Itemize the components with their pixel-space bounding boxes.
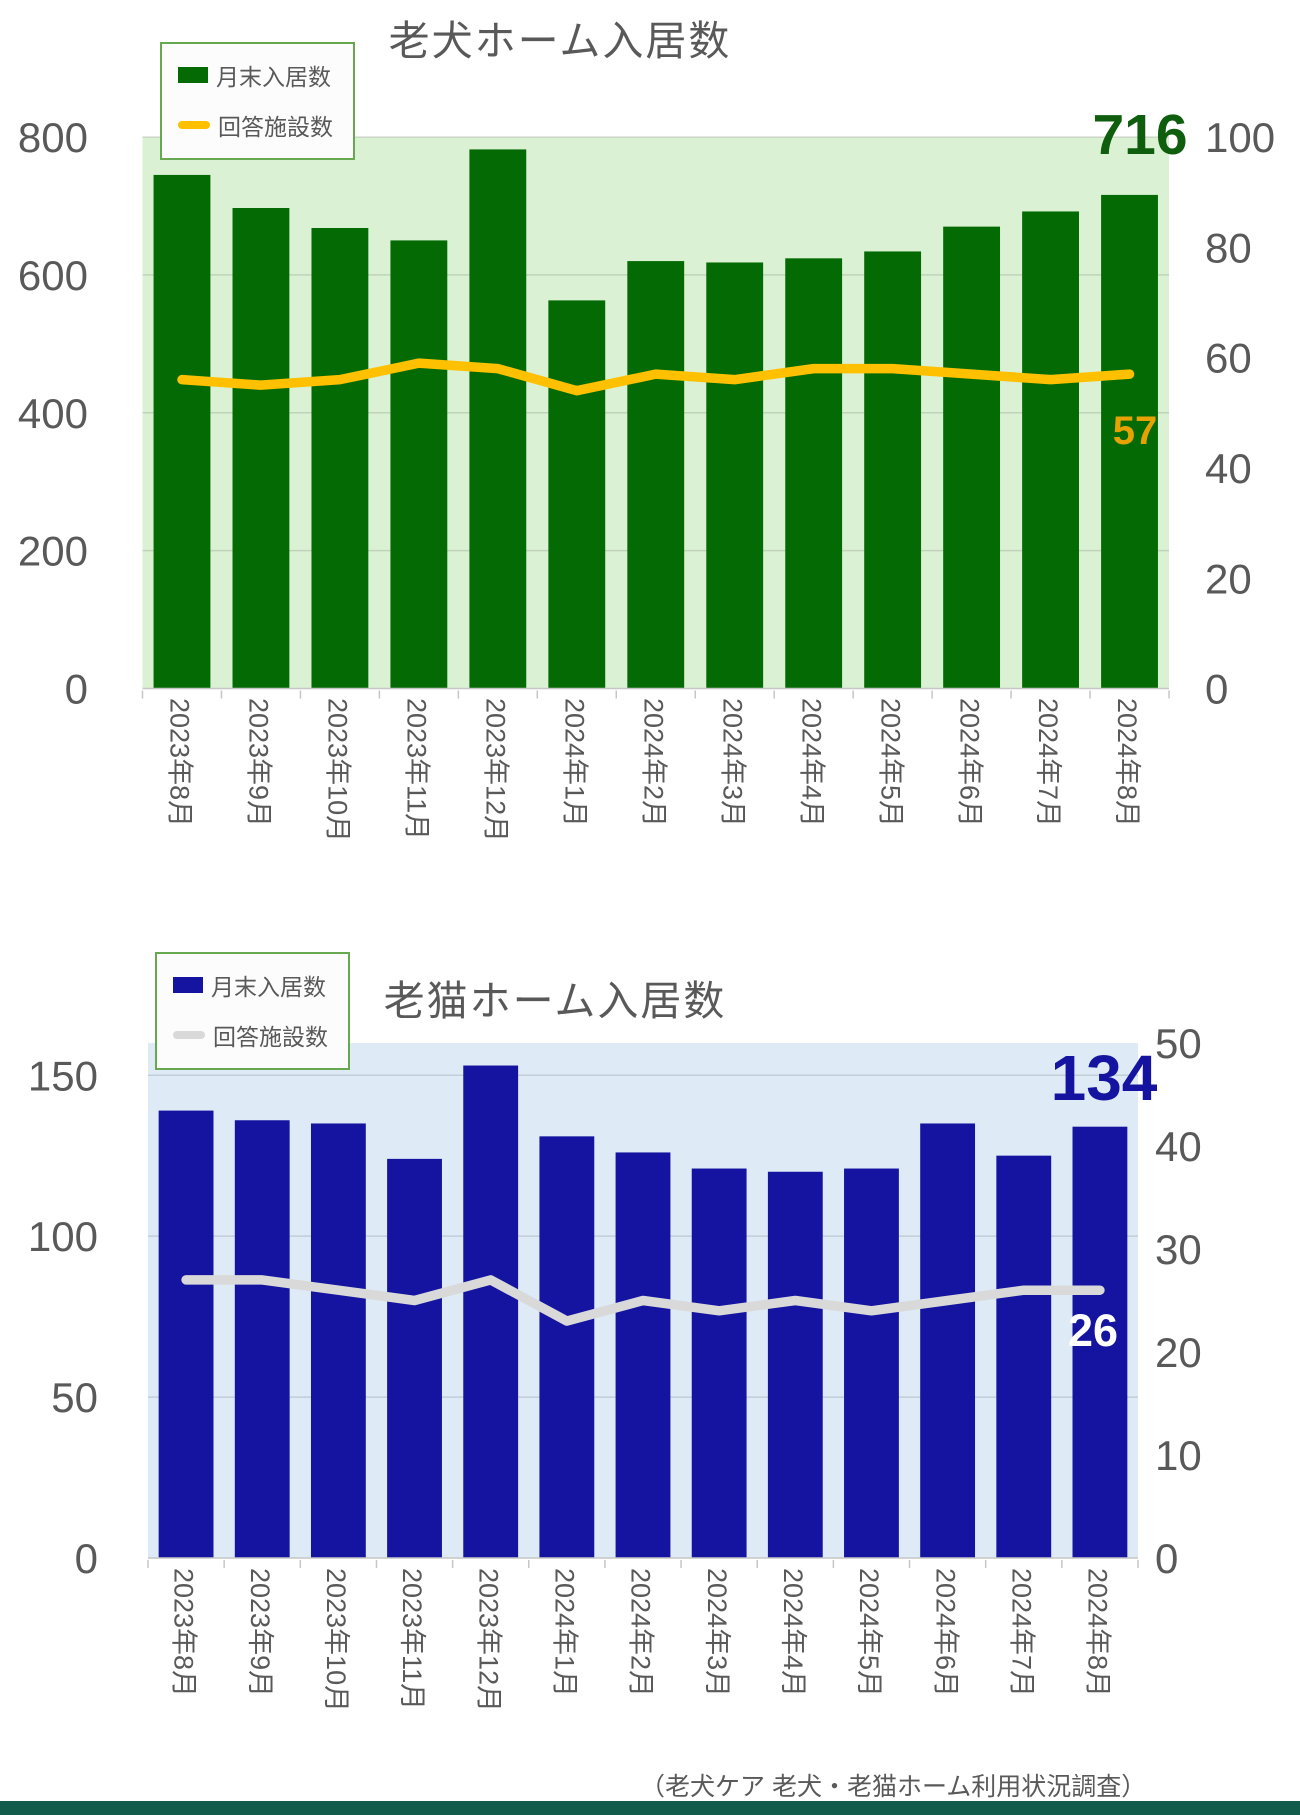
category-label: 2023年10月 (321, 1568, 351, 1712)
right-axis-tick-label: 20 (1205, 555, 1252, 602)
bar (767, 1171, 823, 1558)
category-label: 2023年9月 (244, 698, 274, 827)
left-axis-tick-label: 600 (18, 252, 88, 299)
category-label: 2023年11月 (397, 1568, 427, 1710)
bar-swatch-icon (173, 977, 203, 993)
cat-last-line-value-label: 26 (1067, 1305, 1119, 1356)
category-label: 2024年1月 (559, 698, 589, 827)
bar-swatch-icon (178, 67, 208, 83)
line-series (177, 358, 1135, 396)
source-caption: （老犬ケア 老犬・老猫ホーム利用状況調査） (640, 1773, 1147, 1801)
line-series (181, 1275, 1105, 1326)
legend-item-bar: 月末入居数 (178, 58, 333, 92)
bar (310, 1123, 366, 1558)
right-axis-tick-label: 20 (1155, 1329, 1202, 1376)
category-label: 2024年7月 (1006, 1568, 1036, 1697)
category-label: 2024年2月 (626, 1568, 656, 1697)
line-swatch-icon (173, 1031, 205, 1039)
bar (463, 1065, 519, 1558)
left-axis-tick-label: 0 (65, 666, 88, 713)
bar (706, 262, 764, 689)
bar (627, 261, 685, 689)
cat-last-bar-value-label: 134 (1050, 1042, 1158, 1114)
bar (943, 226, 1001, 689)
right-axis-tick-label: 80 (1205, 224, 1252, 271)
line-swatch-icon (178, 121, 210, 129)
right-axis-tick-label: 10 (1155, 1432, 1202, 1479)
category-label: 2023年8月 (165, 698, 195, 827)
legend-label-line: 回答施設数 (218, 114, 333, 140)
right-axis-tick-label: 40 (1205, 445, 1252, 492)
right-axis-tick-label: 0 (1155, 1535, 1178, 1582)
legend-item-bar: 月末入居数 (173, 968, 328, 1002)
category-label: 2023年12月 (473, 1568, 503, 1712)
category-label: 2023年9月 (245, 1568, 275, 1697)
category-label: 2023年8月 (169, 1568, 199, 1697)
bar (539, 1136, 595, 1558)
category-label: 2024年4月 (778, 1568, 808, 1697)
legend-label-bar: 月末入居数 (211, 974, 326, 1000)
category-label: 2024年8月 (1112, 698, 1142, 827)
bar (469, 149, 527, 689)
bar (785, 258, 843, 689)
left-axis-tick-label: 800 (18, 114, 88, 161)
bar (387, 1158, 442, 1558)
category-label: 2024年6月 (954, 698, 984, 827)
right-axis-tick-label: 60 (1205, 335, 1252, 382)
bar (548, 300, 606, 689)
right-axis-tick-label: 40 (1155, 1123, 1202, 1170)
category-label: 2023年10月 (323, 698, 353, 842)
dog-last-bar-value-label: 716 (1092, 103, 1188, 167)
bar (158, 1110, 214, 1558)
category-label: 2024年1月 (550, 1568, 580, 1697)
cat-chart-legend: 月末入居数 回答施設数 (155, 952, 350, 1070)
bar (1022, 211, 1079, 689)
right-axis-tick-label: 30 (1155, 1226, 1202, 1273)
bar (920, 1123, 976, 1558)
left-axis-tick-label: 0 (75, 1535, 98, 1582)
category-label: 2024年6月 (930, 1568, 960, 1697)
right-axis-tick-label: 50 (1155, 1020, 1202, 1067)
category-label: 2024年5月 (875, 698, 905, 827)
dog-last-line-value-label: 57 (1112, 409, 1158, 453)
category-label: 2024年7月 (1033, 698, 1063, 827)
legend-label-line: 回答施設数 (213, 1024, 328, 1050)
left-axis-tick-label: 50 (51, 1374, 98, 1421)
bar (864, 251, 922, 689)
category-label: 2024年2月 (638, 698, 668, 827)
legend-label-bar: 月末入居数 (216, 64, 331, 90)
bar (844, 1168, 899, 1558)
bar (996, 1155, 1052, 1558)
category-label: 2024年3月 (717, 698, 747, 827)
category-label: 2023年11月 (402, 698, 432, 840)
dog-chart-legend: 月末入居数 回答施設数 (160, 42, 355, 160)
dog-chart-title: 老犬ホーム入居数 (388, 18, 732, 64)
left-axis-tick-label: 100 (28, 1213, 98, 1260)
left-axis-tick-label: 150 (28, 1052, 98, 1099)
category-label: 2024年5月 (854, 1568, 884, 1697)
category-label: 2023年12月 (480, 698, 510, 842)
bar (234, 1120, 290, 1558)
right-axis-tick-label: 0 (1205, 666, 1228, 713)
legend-item-line: 回答施設数 (173, 1018, 328, 1052)
right-axis-tick-label: 100 (1205, 114, 1275, 161)
footer-accent-bar (0, 1801, 1300, 1815)
legend-item-line: 回答施設数 (178, 108, 333, 142)
bar (691, 1168, 747, 1558)
category-label: 2024年4月 (796, 698, 826, 827)
bar (311, 227, 369, 689)
bar (1101, 194, 1158, 689)
left-axis-tick-label: 400 (18, 390, 88, 437)
bar (232, 208, 290, 689)
bar (615, 1152, 671, 1558)
bar (1072, 1126, 1128, 1558)
cat-chart-title: 老猫ホーム入居数 (383, 978, 727, 1024)
category-label: 2024年8月 (1083, 1568, 1113, 1697)
category-label: 2024年3月 (702, 1568, 732, 1697)
left-axis-tick-label: 200 (18, 528, 88, 575)
bar (153, 174, 211, 689)
bar (390, 240, 448, 689)
